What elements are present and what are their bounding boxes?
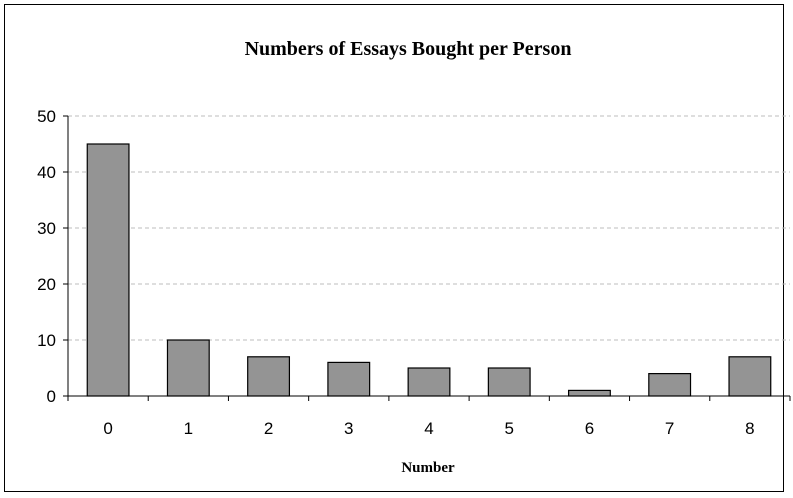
bars [86, 143, 772, 397]
y-tick-label: 0 [47, 387, 56, 406]
bar-5 [487, 367, 531, 397]
y-tick-label: 30 [37, 219, 56, 238]
x-axis: 0 1 2 3 4 5 6 7 8 [67, 395, 791, 438]
bar-2 [247, 356, 291, 397]
x-tick-label: 0 [103, 419, 112, 438]
bar-4 [407, 367, 451, 397]
bar-6 [567, 389, 611, 397]
y-tick-label: 10 [37, 331, 56, 350]
x-tick-label: 5 [504, 419, 513, 438]
x-tick-label: 8 [745, 419, 754, 438]
chart-title: Numbers of Essays Bought per Person [245, 38, 572, 60]
x-axis-label: Number [401, 460, 455, 476]
x-tick-label: 4 [424, 419, 433, 438]
bar-0 [86, 143, 130, 397]
gridlines [68, 115, 790, 341]
x-tick-label: 1 [184, 419, 193, 438]
bar-7 [648, 373, 692, 397]
x-tick-label: 6 [585, 419, 594, 438]
y-tick-label: 40 [37, 163, 56, 182]
bar-3 [327, 361, 371, 397]
bar-1 [166, 339, 210, 397]
y-axis: 0 10 20 30 40 50 [37, 107, 69, 406]
y-tick-label: 20 [37, 275, 56, 294]
x-tick-label: 7 [665, 419, 674, 438]
chart-frame [4, 4, 784, 492]
y-tick-label: 50 [37, 107, 56, 126]
x-tick-label: 2 [264, 419, 273, 438]
x-tick-label: 3 [344, 419, 353, 438]
bar-8 [728, 356, 772, 397]
